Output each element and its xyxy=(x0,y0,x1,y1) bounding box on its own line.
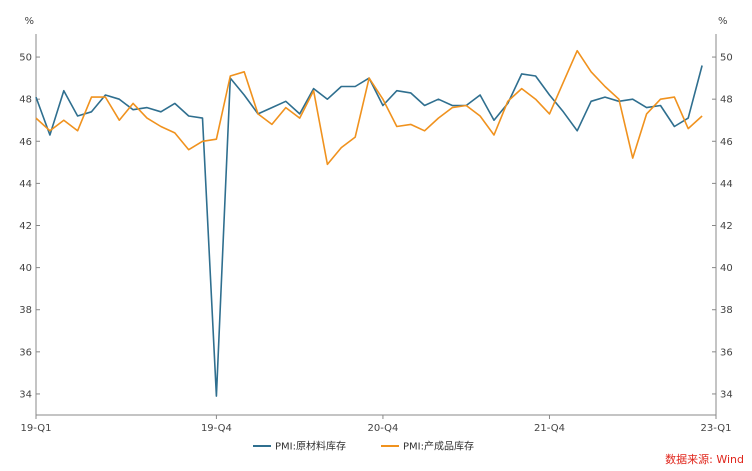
axes: % % 34 34 36 36 38 38 40 40 42 42 44 44 46 46 48 48 50 50 19… xyxy=(19,16,732,434)
legend-label-1: PMI:原材料库存 xyxy=(275,440,346,453)
left-y-tick-label: 50 xyxy=(19,53,32,64)
x-tick-label: 19-Q4 xyxy=(201,423,232,434)
series-layer xyxy=(35,49,703,397)
series-line-1 xyxy=(35,65,703,397)
right-y-tick-label: 48 xyxy=(720,95,733,106)
right-y-tick-label: 46 xyxy=(720,137,733,148)
left-y-tick-label: 44 xyxy=(19,179,32,190)
right-y-tick-label: 50 xyxy=(720,53,733,64)
left-y-tick-label: 48 xyxy=(19,95,32,106)
left-y-tick-label: 40 xyxy=(19,263,32,274)
left-y-tick-label: 36 xyxy=(19,347,32,358)
x-tick-label: 19-Q1 xyxy=(21,423,52,434)
data-source-note: 数据来源: Wind xyxy=(665,453,744,466)
legend-label-2: PMI:产成品库存 xyxy=(403,440,474,453)
left-axis-unit: % xyxy=(24,16,34,27)
right-y-tick-label: 40 xyxy=(720,263,733,274)
x-tick-label: 20-Q4 xyxy=(367,423,398,434)
right-y-tick-label: 38 xyxy=(720,305,733,316)
right-y-tick-label: 34 xyxy=(720,389,733,400)
left-y-tick-label: 42 xyxy=(19,221,32,232)
left-y-tick-label: 38 xyxy=(19,305,32,316)
right-axis-unit: % xyxy=(718,16,728,27)
right-y-tick-label: 42 xyxy=(720,221,733,232)
left-y-tick-label: 46 xyxy=(19,137,32,148)
right-y-tick-label: 44 xyxy=(720,179,733,190)
x-tick-label: 21-Q4 xyxy=(534,423,565,434)
legend: PMI:原材料库存 PMI:产成品库存 xyxy=(253,440,474,453)
right-y-tick-label: 36 xyxy=(720,347,733,358)
series-line-2 xyxy=(35,49,703,166)
x-tick-label: 23-Q1 xyxy=(701,423,732,434)
left-y-tick-label: 34 xyxy=(19,389,32,400)
